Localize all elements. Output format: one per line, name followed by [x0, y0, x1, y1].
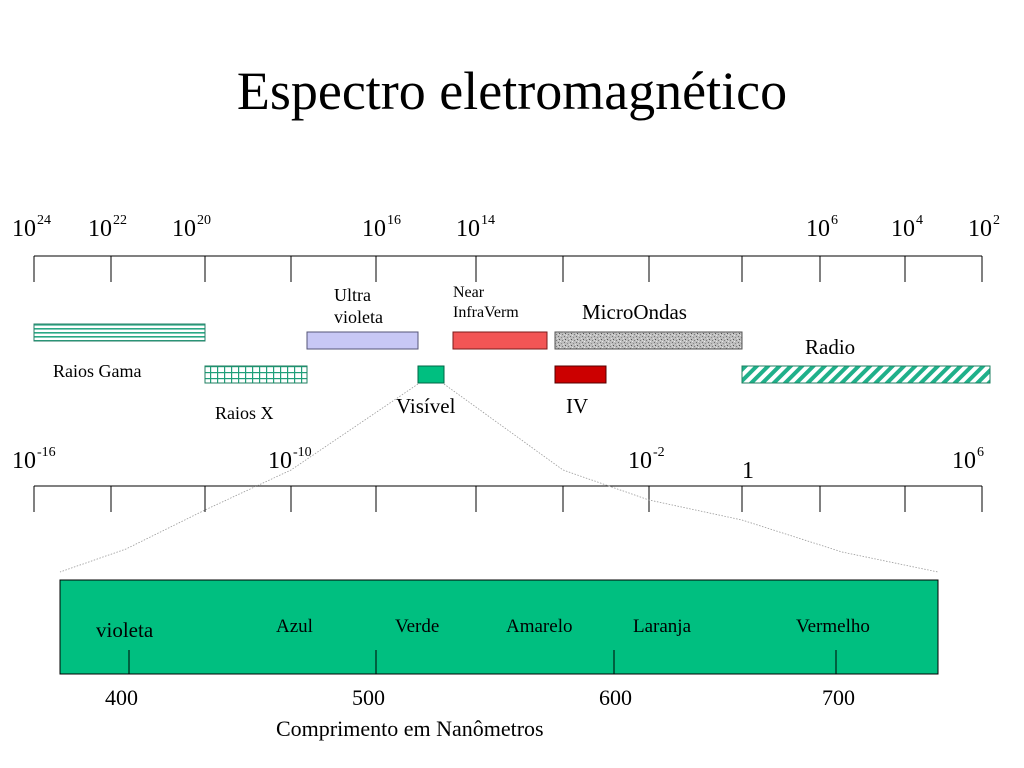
wavelength-tick-label: 10-2	[628, 445, 665, 474]
wavelength-axis-ticks	[33, 486, 983, 512]
radio-label: Radio	[805, 335, 856, 359]
color-name-violet: violeta	[96, 618, 154, 642]
gamma-band	[33, 323, 206, 342]
wavelength-nm-tick: 600	[599, 685, 632, 710]
visible-spectrum-ticks	[128, 650, 837, 674]
radio-band	[741, 365, 991, 384]
zoom-guide-left	[59, 383, 419, 573]
color-name-blue: Azul	[276, 616, 313, 637]
frequency-tick-label: 1022	[88, 213, 127, 242]
frequency-tick-label: 1024	[12, 213, 51, 242]
frequency-tick-label: 106	[806, 213, 838, 242]
wavelength-tick-label: 106	[952, 445, 984, 474]
ir-band	[554, 365, 607, 384]
uv-label: Ultra violeta	[334, 285, 383, 327]
color-name-orange: Laranja	[633, 616, 692, 637]
wavelength-tick-label: 10-10	[268, 445, 312, 474]
wavelength-axis-label: Comprimento em Nanômetros	[276, 716, 544, 741]
microwaves-band	[554, 331, 743, 350]
frequency-tick-label: 1016	[362, 213, 401, 242]
page-title: Espectro eletromagnético	[236, 61, 788, 121]
visible-spectrum-box	[59, 579, 939, 675]
color-name-red: Vermelho	[796, 616, 870, 637]
gamma-label: Raios Gama	[53, 361, 142, 381]
frequency-tick-label: 104	[891, 213, 923, 242]
color-name-green: Verde	[395, 616, 440, 637]
frequency-tick-label: 1020	[172, 213, 211, 242]
ir-label: IV	[566, 394, 589, 418]
near-ir-band	[452, 331, 548, 350]
frequency-tick-label: 1014	[456, 213, 495, 242]
frequency-tick-label: 102	[968, 213, 1000, 242]
frequency-axis	[33, 255, 983, 282]
microwaves-label: MicroOndas	[582, 300, 687, 324]
xray-label: Raios X	[215, 403, 274, 423]
near-ir-label: Near InfraVerm	[453, 284, 519, 321]
wavelength-axis	[33, 485, 983, 512]
color-name-yellow: Amarelo	[506, 616, 573, 637]
wavelength-tick-label: 10-16	[12, 445, 56, 474]
visible-band	[417, 365, 445, 384]
wavelength-nm-tick: 500	[352, 685, 385, 710]
visible-label: Visível	[396, 394, 456, 418]
zoom-guide-right	[443, 383, 939, 573]
zoom-guides	[59, 383, 939, 573]
uv-band	[306, 331, 419, 350]
wavelength-nm-tick: 400	[105, 685, 138, 710]
wavelength-one-label: 1	[742, 458, 754, 484]
wavelength-nm-tick: 700	[822, 685, 855, 710]
frequency-axis-ticks	[33, 256, 983, 282]
xray-band	[204, 365, 308, 384]
